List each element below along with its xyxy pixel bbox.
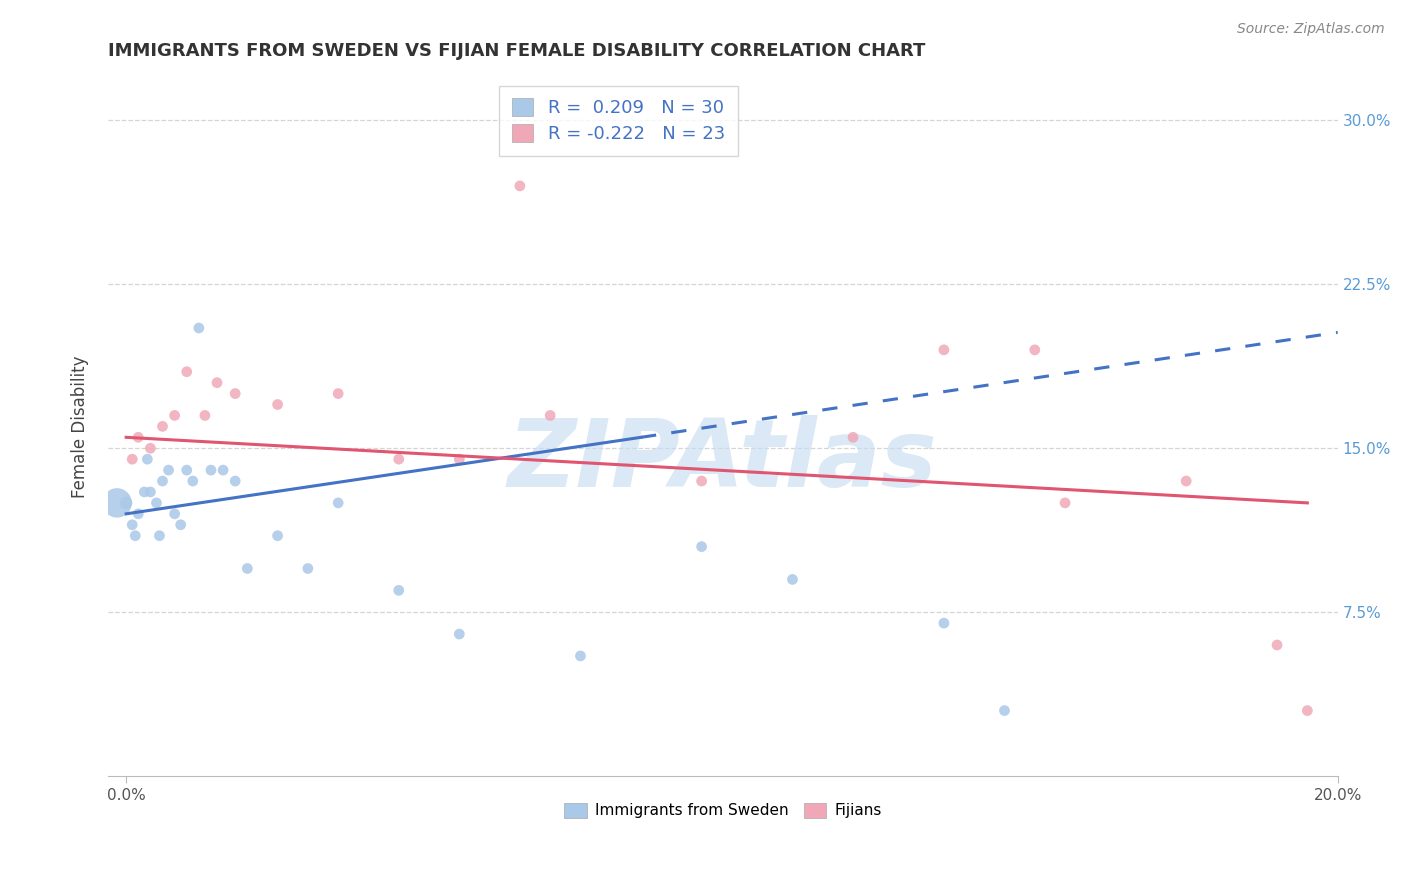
Point	[1265, 638, 1288, 652]
Point	[297, 561, 319, 575]
Point	[127, 430, 149, 444]
Point	[200, 463, 222, 477]
Point	[1296, 704, 1319, 718]
Legend: Immigrants from Sweden, Fijians: Immigrants from Sweden, Fijians	[558, 797, 887, 824]
Point	[842, 430, 865, 444]
Point	[176, 365, 198, 379]
Point	[782, 573, 804, 587]
Point	[690, 540, 713, 554]
Point	[932, 616, 955, 631]
Text: ZIPAtlas: ZIPAtlas	[508, 416, 938, 508]
Point	[105, 496, 128, 510]
Point	[388, 583, 411, 598]
Point	[569, 648, 592, 663]
Point	[224, 386, 246, 401]
Point	[134, 485, 156, 500]
Point	[205, 376, 228, 390]
Point	[115, 496, 138, 510]
Point	[993, 704, 1015, 718]
Point	[690, 474, 713, 488]
Point	[328, 496, 350, 510]
Point	[212, 463, 235, 477]
Text: IMMIGRANTS FROM SWEDEN VS FIJIAN FEMALE DISABILITY CORRELATION CHART: IMMIGRANTS FROM SWEDEN VS FIJIAN FEMALE …	[108, 42, 925, 60]
Y-axis label: Female Disability: Female Disability	[72, 355, 89, 498]
Point	[163, 507, 186, 521]
Point	[187, 321, 209, 335]
Point	[139, 442, 162, 456]
Point	[266, 397, 288, 411]
Point	[127, 507, 149, 521]
Point	[266, 529, 288, 543]
Point	[1175, 474, 1198, 488]
Point	[932, 343, 955, 357]
Point	[388, 452, 411, 467]
Point	[224, 474, 246, 488]
Point	[509, 178, 531, 193]
Point	[449, 452, 471, 467]
Point	[449, 627, 471, 641]
Point	[152, 474, 174, 488]
Point	[163, 409, 186, 423]
Point	[139, 485, 162, 500]
Point	[236, 561, 259, 575]
Text: Source: ZipAtlas.com: Source: ZipAtlas.com	[1237, 22, 1385, 37]
Point	[170, 517, 193, 532]
Point	[121, 452, 143, 467]
Point	[1054, 496, 1077, 510]
Point	[152, 419, 174, 434]
Point	[328, 386, 350, 401]
Point	[145, 496, 167, 510]
Point	[148, 529, 170, 543]
Point	[1024, 343, 1046, 357]
Point	[136, 452, 159, 467]
Point	[121, 517, 143, 532]
Point	[157, 463, 180, 477]
Point	[194, 409, 217, 423]
Point	[176, 463, 198, 477]
Point	[538, 409, 561, 423]
Point	[181, 474, 204, 488]
Point	[124, 529, 146, 543]
